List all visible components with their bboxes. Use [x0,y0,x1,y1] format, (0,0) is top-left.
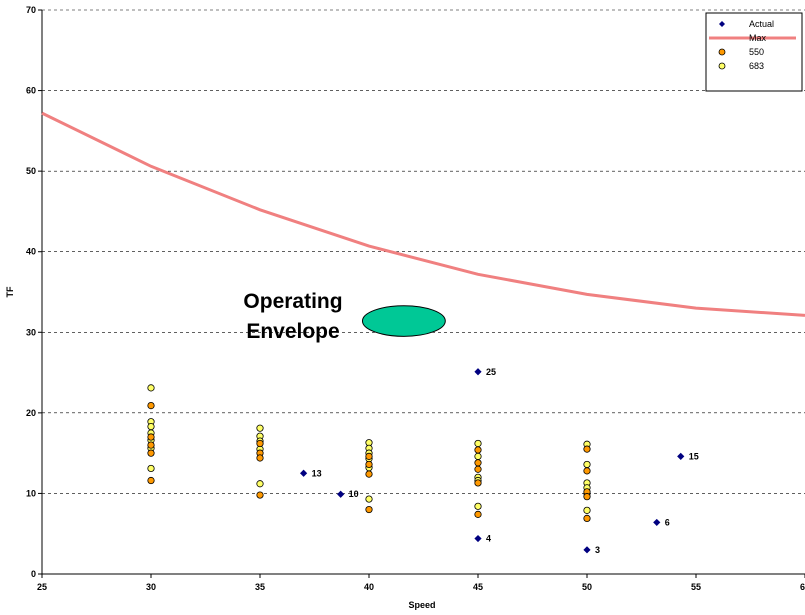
data-points: 13 10 25 4 3 6 15 [147,367,699,555]
point-683 [147,384,155,392]
point-550 [365,452,373,460]
point-683 [147,464,155,473]
point-550 [256,439,264,448]
point-550 [583,445,591,453]
point-683 [256,424,264,432]
legend-marker-683 [718,62,726,70]
x-tick-label: 30 [146,582,156,592]
y-tick-label: 60 [26,86,36,96]
y-tick-label: 10 [26,488,36,498]
x-tick-label: 25 [37,582,47,592]
point-550 [147,402,155,410]
x-tick-label: 45 [473,582,483,592]
point-550 [474,465,482,473]
point-550 [147,476,155,485]
legend-marker-actual [719,21,725,27]
point-683 [474,439,482,448]
annotation-line-1: Operating [243,290,342,313]
point-actual [677,452,685,460]
x-tick-label: 55 [691,582,701,592]
annotation-line-2: Envelope [246,320,339,343]
point-683 [583,506,591,514]
point-550 [256,491,264,499]
x-tick-label: 40 [364,582,374,592]
y-tick-label: 70 [26,5,36,15]
x-tick-label: 50 [582,582,592,592]
point-550 [256,454,264,462]
max-line [41,111,805,317]
point-683 [147,422,155,431]
point-683 [474,452,482,460]
x-tick-label: 35 [255,582,265,592]
point-550 [583,493,591,501]
legend-marker-550 [718,48,726,56]
point-550 [474,510,482,518]
point-683 [583,460,591,469]
point-label: 13 [312,468,322,478]
point-actual [300,469,308,477]
point-683 [474,502,482,510]
point-550 [583,514,591,523]
point-550 [474,479,482,487]
y-tick-label: 0 [31,569,36,579]
point-550 [474,446,482,454]
gridlines [42,9,805,494]
point-683 [256,480,264,488]
point-550 [365,505,373,514]
max-series [41,111,805,317]
legend-label: Max [749,33,767,43]
x-axis-title: Speed [408,600,435,610]
point-actual [583,546,591,554]
point-actual [653,518,661,527]
point-actual [474,368,482,376]
point-label: 15 [689,451,699,461]
point-550 [147,433,155,441]
point-actual [474,534,482,543]
point-683 [365,495,373,503]
point-label: 6 [665,517,670,527]
y-tick-label: 20 [26,408,36,418]
point-550 [474,459,482,467]
operating-envelope-ellipse [361,305,446,337]
point-550 [365,470,373,478]
x-tick-label: 60 [800,582,805,592]
axes: 0102030405060702530354045505560 [26,5,805,592]
y-tick-label: 30 [26,327,36,337]
y-tick-label: 40 [26,247,36,257]
point-label: 4 [486,534,491,544]
y-axis-title: TF [5,286,15,297]
point-actual [337,490,345,498]
point-label: 25 [486,367,496,377]
point-550 [365,460,373,469]
point-550 [583,467,591,475]
y-tick-label: 50 [26,166,36,176]
legend-label: 683 [749,61,764,71]
legend-label: Actual [749,19,774,29]
legend: Actual Max 550 683 [705,12,803,92]
point-label: 3 [595,545,600,555]
operating-envelope-annotation: Operating Envelope [243,290,446,343]
point-label: 10 [349,489,359,499]
legend-label: 550 [749,47,764,57]
point-550 [147,449,155,457]
point-550 [147,441,155,449]
